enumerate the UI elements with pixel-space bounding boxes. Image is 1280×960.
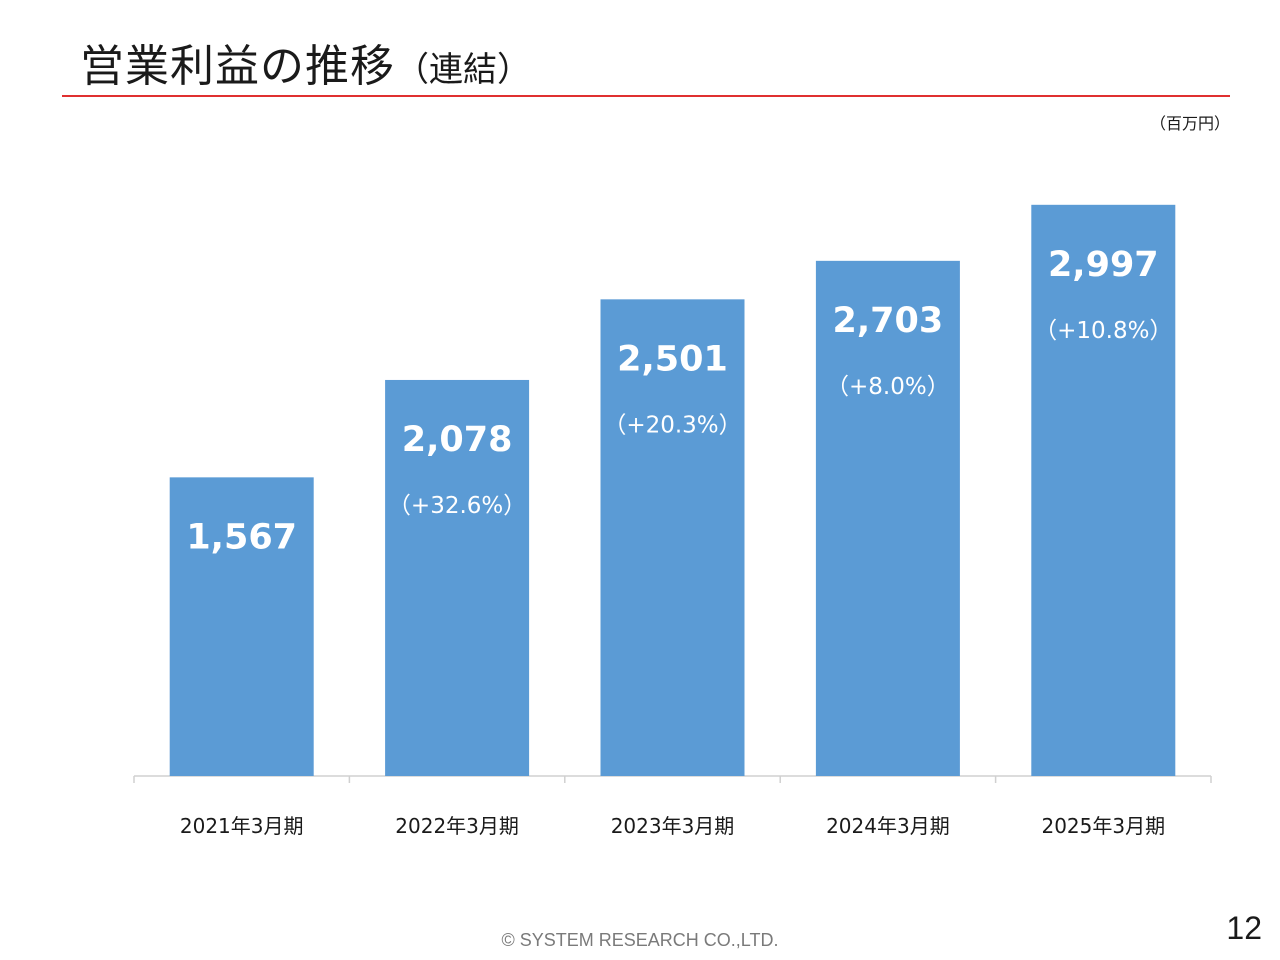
bar	[600, 299, 745, 776]
page-number: 12	[1226, 910, 1262, 946]
bar-value-label: 2,703	[833, 301, 944, 341]
copyright-footer: © SYSTEM RESEARCH CO.,LTD.	[501, 930, 779, 950]
title-main: 営業利益の推移	[80, 41, 395, 92]
unit-label: （百万円）	[1149, 114, 1230, 133]
bar-value-label: 2,997	[1048, 245, 1159, 285]
title-rule	[62, 95, 1230, 97]
bar	[385, 379, 530, 776]
x-tick-label: 2023年3月期	[611, 814, 735, 838]
bar	[815, 260, 960, 777]
bar-value-label: 1,567	[186, 517, 297, 557]
bar-change-label: （+32.6%）	[388, 493, 526, 519]
bar-change-label: （+10.8%）	[1034, 318, 1172, 344]
bar-value-label: 2,501	[617, 339, 728, 379]
x-tick-label: 2025年3月期	[1041, 814, 1165, 838]
bar-change-label: （+20.3%）	[603, 412, 741, 438]
title-sub: （連結）	[395, 50, 531, 90]
bar	[1031, 204, 1176, 776]
x-tick-label: 2024年3月期	[826, 814, 950, 838]
x-tick-label: 2021年3月期	[180, 814, 304, 838]
bar-value-label: 2,078	[402, 420, 513, 460]
x-tick-label: 2022年3月期	[395, 814, 519, 838]
bar-change-label: （+8.0%）	[826, 374, 950, 400]
bar	[169, 477, 314, 776]
page-title: 営業利益の推移（連結）	[80, 30, 531, 94]
